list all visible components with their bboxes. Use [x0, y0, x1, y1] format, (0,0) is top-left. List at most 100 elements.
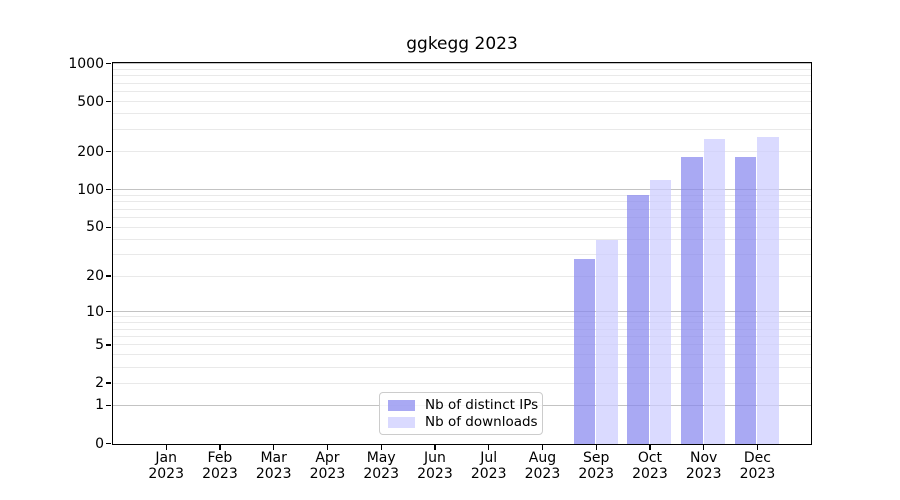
- y-gridline-minor-30: [113, 254, 811, 256]
- y-gridline-major-100: [113, 189, 811, 191]
- x-tick-label-nov: Nov 2023: [676, 450, 732, 482]
- y-tick-10: [106, 311, 111, 313]
- bar-downloads-oct: [649, 180, 672, 444]
- plot-area: [112, 62, 812, 445]
- x-tick-label-month: Jan: [155, 450, 177, 466]
- x-tick-jan: [165, 445, 167, 450]
- y-tick-label-0: 0: [95, 435, 104, 452]
- x-tick-oct: [649, 445, 651, 450]
- y-tick-20: [106, 275, 111, 277]
- x-tick-label-jul: Jul 2023: [461, 450, 517, 482]
- x-tick-label-feb: Feb 2023: [192, 450, 248, 482]
- x-tick-label-year: 2023: [148, 466, 184, 482]
- y-tick-1000: [106, 62, 111, 65]
- y-gridline-minor-90: [113, 194, 811, 196]
- y-tick-label-2: 2: [95, 375, 104, 392]
- y-gridline-minor-3: [113, 366, 811, 368]
- legend-item-distinct-ips: Nb of distinct IPs: [388, 398, 538, 412]
- x-tick-mar: [273, 445, 275, 450]
- y-gridline-minor-7: [113, 328, 811, 330]
- y-gridline-minor-50: [113, 226, 811, 228]
- bar-downloads-sep: [596, 239, 618, 444]
- y-tick-100: [106, 189, 111, 191]
- y-gridline-minor-5: [113, 344, 811, 346]
- x-tick-label-apr: Apr 2023: [299, 450, 355, 482]
- x-tick-label-year: 2023: [202, 466, 238, 482]
- y-gridline-minor-20: [113, 275, 811, 277]
- x-tick-label-month: May: [366, 450, 396, 466]
- y-tick-2: [106, 382, 111, 384]
- y-tick-1: [106, 404, 111, 406]
- y-tick-0: [106, 442, 111, 445]
- x-tick-jul: [488, 445, 490, 450]
- bar-downloads-nov: [703, 138, 726, 444]
- y-tick-50: [106, 226, 111, 228]
- x-tick-label-oct: Oct 2023: [622, 450, 678, 482]
- y-gridline-minor-80: [113, 201, 811, 203]
- y-gridline-minor-2: [113, 382, 811, 384]
- y-gridline-minor-700: [113, 82, 811, 84]
- x-tick-label-month: Apr: [315, 450, 340, 466]
- bar-ips-nov: [681, 157, 703, 444]
- y-tick-label-20: 20: [86, 268, 104, 285]
- y-gridline-minor-900: [113, 68, 811, 70]
- bar-downloads-dec: [757, 137, 779, 444]
- x-tick-label-year: 2023: [632, 466, 668, 482]
- x-tick-label-month: Oct: [637, 450, 663, 466]
- x-tick-nov: [703, 445, 705, 450]
- x-tick-label-month: Mar: [260, 450, 287, 466]
- y-gridline-minor-400: [113, 113, 811, 115]
- x-tick-label-mar: Mar 2023: [246, 450, 302, 482]
- x-tick-label-month: Feb: [207, 450, 233, 466]
- y-tick-label-200: 200: [77, 143, 104, 160]
- bar-ips-dec: [734, 157, 757, 444]
- y-gridline-minor-600: [113, 91, 811, 93]
- y-gridline-minor-60: [113, 216, 811, 218]
- x-tick-label-month: Nov: [690, 450, 718, 466]
- x-tick-label-month: Aug: [528, 450, 557, 466]
- y-tick-500: [106, 100, 111, 103]
- bar-ips-oct: [627, 195, 649, 444]
- x-tick-label-year: 2023: [363, 466, 399, 482]
- y-tick-label-10: 10: [86, 303, 104, 320]
- x-tick-label-month: Sep: [582, 450, 610, 466]
- x-tick-label-sep: Sep 2023: [568, 450, 624, 482]
- x-tick-may: [380, 445, 382, 450]
- y-gridline-minor-6: [113, 335, 811, 337]
- x-tick-label-jun: Jun 2023: [407, 450, 463, 482]
- y-tick-label-1000: 1000: [68, 55, 104, 72]
- y-tick-label-1: 1: [95, 397, 104, 414]
- bar-ips-sep: [573, 258, 596, 444]
- x-tick-label-year: 2023: [524, 466, 561, 482]
- legend-swatch-downloads: [388, 416, 415, 428]
- y-tick-200: [106, 151, 111, 153]
- x-tick-label-dec: Dec 2023: [729, 450, 785, 482]
- y-tick-label-5: 5: [95, 336, 104, 353]
- y-gridline-minor-9: [113, 316, 811, 318]
- y-gridline-minor-500: [113, 101, 811, 103]
- x-tick-aug: [541, 445, 544, 450]
- y-gridline-minor-800: [113, 75, 811, 77]
- x-tick-label-year: 2023: [685, 466, 722, 482]
- x-tick-label-aug: Aug 2023: [514, 450, 570, 482]
- y-gridline-major-10: [113, 311, 811, 313]
- y-gridline-minor-200: [113, 151, 811, 153]
- y-tick-label-50: 50: [86, 219, 104, 236]
- legend: Nb of distinct IPs Nb of downloads: [379, 392, 543, 435]
- y-gridline-minor-4: [113, 354, 811, 356]
- y-gridline-minor-8: [113, 322, 811, 324]
- y-tick-label-100: 100: [77, 181, 104, 198]
- y-tick-label-500: 500: [77, 93, 104, 110]
- x-tick-label-jan: Jan 2023: [138, 450, 194, 482]
- x-tick-label-year: 2023: [417, 466, 453, 482]
- x-tick-sep: [595, 445, 597, 450]
- x-tick-feb: [219, 445, 221, 450]
- legend-item-downloads: Nb of downloads: [388, 415, 538, 429]
- x-tick-apr: [326, 445, 329, 450]
- y-gridline-minor-70: [113, 208, 811, 210]
- x-tick-label-month: Dec: [743, 450, 771, 466]
- x-tick-label-may: May 2023: [353, 450, 409, 482]
- legend-label-distinct-ips: Nb of distinct IPs: [425, 397, 539, 413]
- y-gridline-minor-40: [113, 238, 811, 240]
